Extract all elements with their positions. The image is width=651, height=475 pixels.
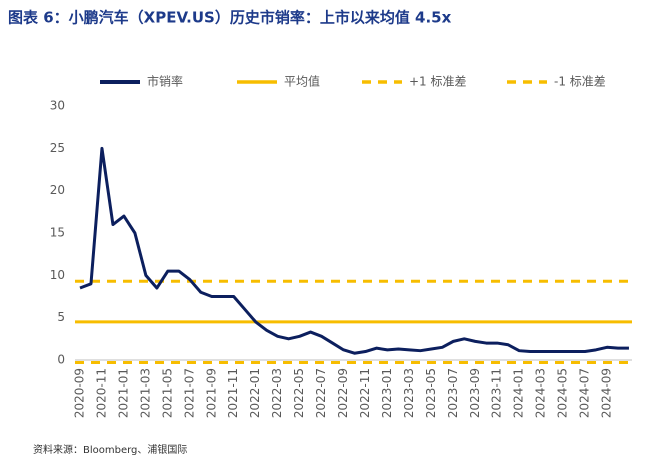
y-tick-label: 30	[50, 99, 65, 113]
x-tick-label: 2022-05	[292, 368, 306, 418]
x-tick-label: 2021-05	[160, 368, 174, 418]
legend-label: 平均值	[284, 74, 320, 89]
x-tick-label: 2023-05	[424, 368, 438, 418]
x-tick-label: 2022-11	[358, 368, 372, 418]
x-tick-label: 2023-07	[446, 368, 460, 418]
y-tick-label: 15	[50, 226, 65, 240]
y-tick-label: 0	[57, 353, 65, 367]
x-tick-label: 2024-07	[578, 368, 592, 418]
x-tick-label: 2020-09	[73, 368, 87, 418]
x-tick-label: 2022-03	[270, 368, 284, 418]
y-tick-label: 25	[50, 141, 65, 155]
x-tick-label: 2024-09	[600, 368, 614, 418]
x-tick-label: 2021-07	[182, 368, 196, 418]
x-tick-label: 2024-03	[534, 368, 548, 418]
x-tick-label: 2023-09	[468, 368, 482, 418]
x-tick-label: 2021-01	[116, 368, 130, 418]
x-tick-label: 2021-11	[226, 368, 240, 418]
x-tick-label: 2022-09	[336, 368, 350, 418]
chart-title: 图表 6：小鹏汽车（XPEV.US）历史市销率：上市以来均值 4.5x	[8, 9, 452, 27]
legend-label: 市销率	[147, 74, 183, 89]
x-tick-label: 2023-03	[402, 368, 416, 418]
y-tick-label: 5	[57, 310, 65, 324]
x-tick-label: 2022-01	[248, 368, 262, 418]
x-tick-label: 2023-01	[380, 368, 394, 418]
x-tick-label: 2023-11	[490, 368, 504, 418]
legend-label: -1 标准差	[554, 75, 606, 89]
series-line	[79, 146, 629, 355]
x-tick-label: 2024-05	[556, 368, 570, 418]
x-tick-label: 2024-01	[512, 368, 526, 418]
y-tick-label: 20	[50, 183, 65, 197]
x-tick-label: 2021-03	[138, 368, 152, 418]
y-tick-label: 10	[50, 268, 65, 282]
x-tick-label: 2021-09	[204, 368, 218, 418]
x-tick-label: 2022-07	[314, 368, 328, 418]
legend-label: +1 标准差	[409, 75, 467, 89]
x-tick-label: 2020-11	[94, 368, 108, 418]
source: 资料来源：Bloomberg、浦银国际	[33, 443, 187, 456]
